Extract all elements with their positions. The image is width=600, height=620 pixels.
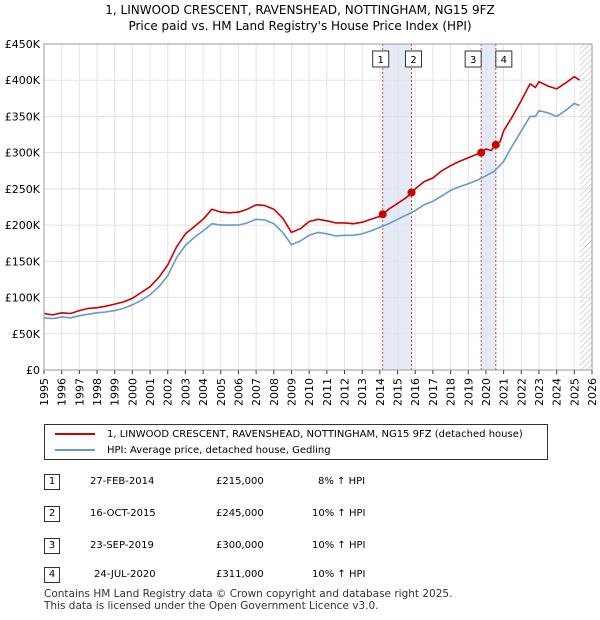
y-tick-label: £350K	[5, 110, 41, 123]
x-tick-label: 2023	[533, 378, 546, 406]
sale-label-box	[405, 50, 423, 68]
x-tick-label: 2001	[144, 378, 157, 406]
transaction-number: 4	[44, 567, 60, 583]
table-row: 2 16-OCT-2015 £245,000 10% ↑ HPI	[0, 506, 600, 524]
x-tick-label: 2004	[197, 378, 210, 406]
x-tick-label: 2009	[285, 378, 298, 406]
y-tick-label: £200K	[5, 219, 41, 232]
x-tick-label: 2006	[232, 378, 245, 406]
sale-label-box	[495, 50, 513, 68]
x-tick-label: 2017	[427, 378, 440, 406]
y-tick-label: £50K	[12, 328, 41, 341]
x-tick-label: 2007	[250, 378, 263, 406]
y-tick-label: £150K	[5, 255, 41, 268]
sale-point	[477, 148, 486, 157]
x-tick-label: 2003	[179, 378, 192, 406]
transaction-hpi: 10% ↑ HPI	[312, 569, 366, 580]
property-series-line	[43, 75, 581, 316]
transaction-price: £311,000	[216, 569, 264, 580]
legend-label-property: 1, LINWOOD CRESCENT, RAVENSHEAD, NOTTING…	[107, 429, 523, 440]
footer-copyright: Contains HM Land Registry data © Crown c…	[44, 588, 453, 600]
x-tick-label: 2000	[126, 378, 139, 406]
chart-subtitle: Price paid vs. HM Land Registry's House …	[128, 19, 472, 33]
sale-point	[378, 210, 387, 219]
x-tick-label: 2026	[586, 378, 599, 406]
price-chart: £0 £50K £100K £150K £200K £250K £300K £350K £400…	[5, 38, 599, 406]
forecast-hatch	[579, 44, 592, 370]
x-tick-label: 1997	[73, 378, 86, 406]
x-tick-label: 1995	[38, 378, 51, 406]
y-tick-label: £400K	[5, 74, 41, 87]
table-row: 1 27-FEB-2014 £215,000 8% ↑ HPI	[0, 474, 600, 492]
y-tick-label: £0	[26, 364, 40, 377]
plot-border	[43, 43, 593, 371]
legend-swatch-blue	[55, 449, 95, 451]
legend-item-hpi: HPI: Average price, detached house, Gedl…	[55, 443, 331, 459]
x-tick-label: 2002	[162, 378, 175, 406]
transaction-date: 16-OCT-2015	[90, 508, 156, 519]
transaction-price: £245,000	[216, 508, 264, 519]
x-tick-label: 1999	[109, 378, 122, 406]
x-tick-label: 1998	[91, 378, 104, 406]
x-tick-label: 2021	[498, 378, 511, 406]
y-tick-label: £250K	[5, 183, 41, 196]
legend-item-property: 1, LINWOOD CRESCENT, RAVENSHEAD, NOTTING…	[55, 427, 523, 443]
x-tick-label: 2014	[374, 378, 387, 406]
x-tick-label: 2015	[392, 378, 405, 406]
legend-swatch-red	[55, 433, 95, 435]
x-tick-label: 2019	[462, 378, 475, 406]
transaction-number: 2	[44, 506, 60, 522]
transaction-date: 23-SEP-2019	[90, 540, 154, 551]
x-tick-label: 2018	[445, 378, 458, 406]
x-tick-label: 2005	[215, 378, 228, 406]
y-tick-label: £450K	[5, 38, 41, 51]
sale-label-text: 4	[501, 55, 507, 66]
legend-label-hpi: HPI: Average price, detached house, Gedl…	[107, 445, 331, 456]
table-row: 4 24-JUL-2020 £311,000 10% ↑ HPI	[0, 567, 600, 585]
sale-label-text: 3	[470, 55, 476, 66]
footer: Contains HM Land Registry data © Crown c…	[44, 588, 452, 612]
sale-point	[407, 188, 416, 197]
x-tick-label: 2008	[268, 378, 281, 406]
x-tick-label: 2013	[356, 378, 369, 406]
transaction-date: 27-FEB-2014	[90, 476, 155, 487]
y-tick-label: £100K	[5, 292, 41, 305]
chart-title: 1, LINWOOD CRESCENT, RAVENSHEAD, NOTTING…	[105, 3, 495, 17]
plot-area	[44, 44, 592, 370]
x-tick-label: 2012	[339, 378, 352, 406]
table-row: 3 23-SEP-2019 £300,000 10% ↑ HPI	[0, 538, 600, 556]
x-tick-label: 2016	[409, 378, 422, 406]
x-tick-label: 2024	[551, 378, 564, 406]
x-tick-label: 2020	[480, 378, 493, 406]
transaction-hpi: 8% ↑ HPI	[318, 476, 366, 487]
sale-label-box	[372, 50, 390, 68]
x-tick-label: 1996	[56, 378, 69, 406]
transaction-price: £300,000	[216, 540, 264, 551]
legend: 1, LINWOOD CRESCENT, RAVENSHEAD, NOTTING…	[44, 424, 548, 460]
transaction-price: £215,000	[216, 476, 264, 487]
sale-label-box	[464, 50, 482, 68]
sale-label-text: 1	[378, 55, 384, 66]
transaction-number: 1	[44, 474, 60, 490]
x-tick-label: 2025	[568, 378, 581, 406]
transaction-number: 3	[44, 538, 60, 554]
x-tick-label: 2010	[303, 378, 316, 406]
sale-point	[491, 140, 500, 149]
hpi-series-line	[43, 102, 580, 320]
footer-licence: This data is licensed under the Open Gov…	[44, 600, 379, 612]
transaction-hpi: 10% ↑ HPI	[312, 508, 366, 519]
x-tick-label: 2011	[321, 378, 334, 406]
shaded-span	[481, 44, 496, 370]
transaction-hpi: 10% ↑ HPI	[312, 540, 366, 551]
x-tick-label: 2022	[515, 378, 528, 406]
transaction-date: 24-JUL-2020	[94, 569, 156, 580]
y-tick-label: £300K	[5, 147, 41, 160]
sale-label-text: 2	[410, 55, 416, 66]
